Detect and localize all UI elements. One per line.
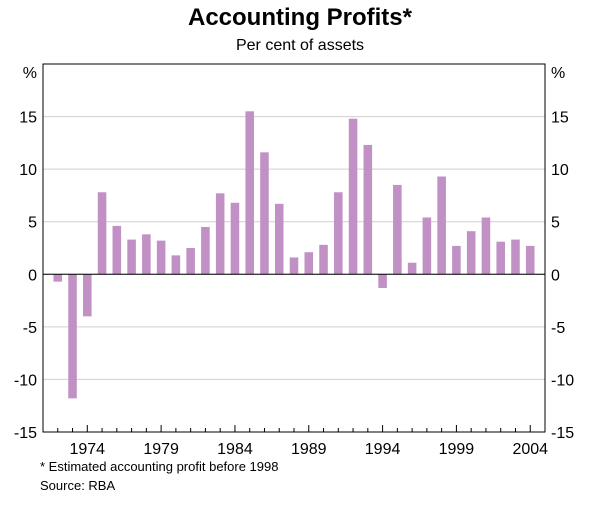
bar <box>319 244 328 275</box>
bar <box>407 262 417 275</box>
x-tick-label: 1999 <box>439 441 475 458</box>
y-tick-label-right: 10 <box>551 162 569 179</box>
x-tick-label: 2004 <box>512 441 548 458</box>
y-tick-label-left: 15 <box>19 110 37 127</box>
x-tick-label: 1979 <box>143 441 179 458</box>
x-tick-label: 1984 <box>217 441 253 458</box>
bar <box>422 217 432 275</box>
bar <box>230 202 240 275</box>
bar <box>466 231 476 275</box>
y-tick-label-right: -10 <box>551 372 574 389</box>
bar <box>156 240 166 275</box>
bar <box>112 225 122 275</box>
y-tick-label-right: -15 <box>551 425 574 442</box>
bar <box>274 203 284 275</box>
chart-title: Accounting Profits* <box>187 4 412 31</box>
y-tick-label-right: -5 <box>551 320 565 337</box>
y-tick-label-right: 15 <box>551 110 569 127</box>
bar <box>437 176 446 275</box>
footnote: * Estimated accounting profit before 199… <box>40 459 279 474</box>
bar <box>496 241 505 275</box>
bar <box>53 274 63 282</box>
bar <box>393 184 402 275</box>
x-tick-label: 1989 <box>291 441 327 458</box>
bar <box>171 255 181 275</box>
bar <box>245 111 254 275</box>
bar <box>127 239 136 275</box>
bar <box>289 257 299 275</box>
y-tick-label-left: 0 <box>28 267 37 284</box>
chart-subtitle: Per cent of assets <box>235 37 365 54</box>
y-tick-label-left: -5 <box>23 320 37 337</box>
bar <box>348 118 358 275</box>
y-unit-left: % <box>23 65 37 82</box>
bar <box>68 274 77 399</box>
y-tick-label-right: 0 <box>551 267 560 284</box>
y-tick-label-left: -10 <box>14 372 37 389</box>
bar <box>378 274 387 288</box>
bar <box>97 192 107 275</box>
bar <box>304 252 314 275</box>
bar <box>452 245 461 275</box>
y-tick-label-right: 5 <box>551 215 560 232</box>
bar <box>260 152 269 275</box>
bar <box>363 144 373 275</box>
bar <box>481 217 491 275</box>
x-tick-label: 1974 <box>69 441 105 458</box>
bar <box>83 274 92 317</box>
y-tick-label-left: -15 <box>14 425 37 442</box>
bar <box>142 234 151 275</box>
y-unit-right: % <box>551 65 565 82</box>
bar <box>511 239 520 275</box>
bar <box>525 245 535 275</box>
x-tick-label: 1994 <box>365 441 401 458</box>
y-tick-label-left: 5 <box>28 215 37 232</box>
bar <box>201 226 210 275</box>
bar <box>215 193 225 275</box>
y-tick-label-left: 10 <box>19 162 37 179</box>
bar <box>334 192 343 275</box>
source-note: Source: RBA <box>40 478 116 493</box>
bar <box>186 248 195 275</box>
